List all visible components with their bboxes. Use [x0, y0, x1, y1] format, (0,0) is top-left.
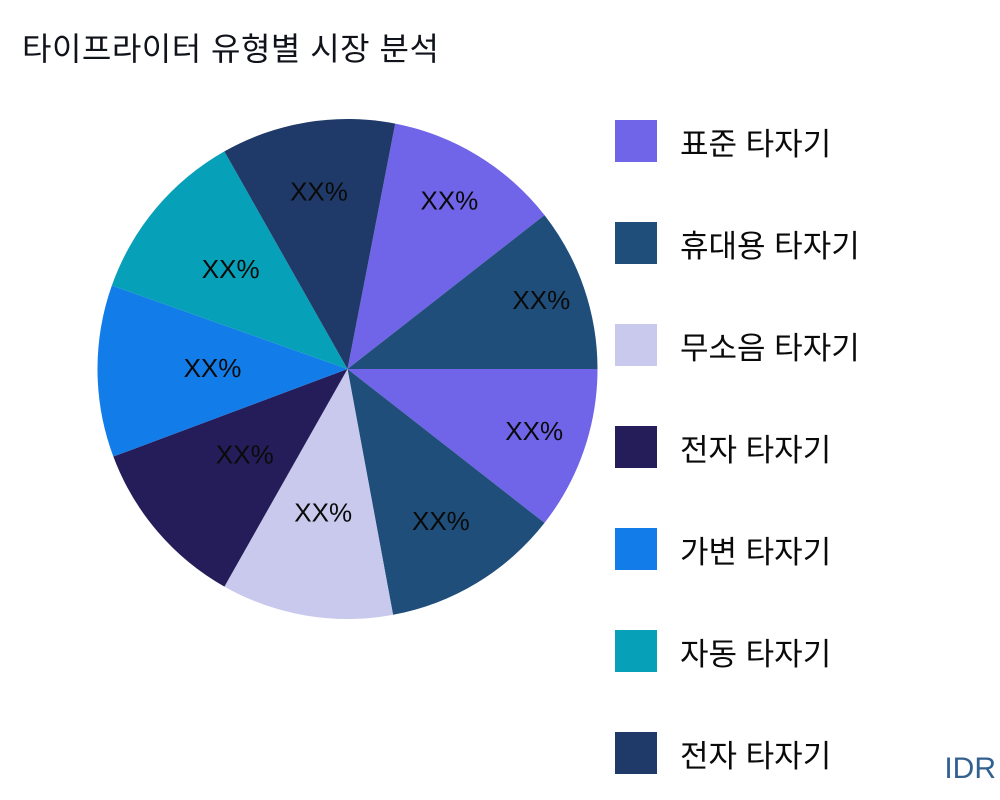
pie-slice: [97, 285, 348, 457]
legend-item: 가변 타자기: [615, 528, 860, 570]
pie-slice-label: XX%: [294, 497, 352, 527]
legend-swatch: [615, 120, 657, 162]
legend-label: 자동 타자기: [680, 636, 832, 672]
pie-slice-label: XX%: [290, 177, 348, 207]
pie-slice: [347, 215, 598, 369]
legend-item: 표준 타자기: [615, 120, 860, 162]
legend-item: 전자 타자기: [615, 732, 860, 774]
legend-item: 전자 타자기: [615, 426, 860, 468]
legend-label: 전자 타자기: [680, 738, 832, 774]
legend-swatch: [615, 732, 657, 774]
legend-item: 자동 타자기: [615, 630, 860, 672]
pie-slice: [224, 369, 394, 619]
pie-slice-label: XX%: [512, 285, 570, 315]
currency-note: IDR: [944, 752, 996, 785]
pie-slice: [113, 369, 348, 587]
legend-swatch: [615, 630, 657, 672]
legend-swatch: [615, 528, 657, 570]
pie-slice: [347, 369, 545, 615]
legend-label: 무소음 타자기: [680, 330, 860, 366]
pie-slice-label: XX%: [184, 353, 242, 383]
chart-title: 타이프라이터 유형별 시장 분석: [22, 31, 440, 67]
pie-slice: [347, 369, 598, 523]
legend-label: 전자 타자기: [680, 432, 832, 468]
legend-swatch: [615, 324, 657, 366]
pie-slice-label: XX%: [202, 254, 260, 284]
pie-slice-label: XX%: [216, 440, 274, 470]
legend-swatch: [615, 222, 657, 264]
pie-slice-label: XX%: [420, 186, 478, 216]
pie-slice: [224, 118, 396, 370]
pie-slice-label: XX%: [505, 416, 563, 446]
pie-slice: [111, 151, 348, 369]
legend-swatch: [615, 426, 657, 468]
legend-label: 표준 타자기: [680, 126, 832, 162]
legend-item: 무소음 타자기: [615, 324, 860, 366]
pie-slice-label: XX%: [412, 506, 470, 536]
legend: 표준 타자기 휴대용 타자기 무소음 타자기 전자 타자기 가변 타자기 자동 타자기 전자…: [615, 120, 860, 774]
legend-item: 휴대용 타자기: [615, 222, 860, 264]
legend-label: 가변 타자기: [680, 534, 832, 570]
pie-slice: [347, 123, 545, 369]
legend-label: 휴대용 타자기: [680, 228, 860, 264]
